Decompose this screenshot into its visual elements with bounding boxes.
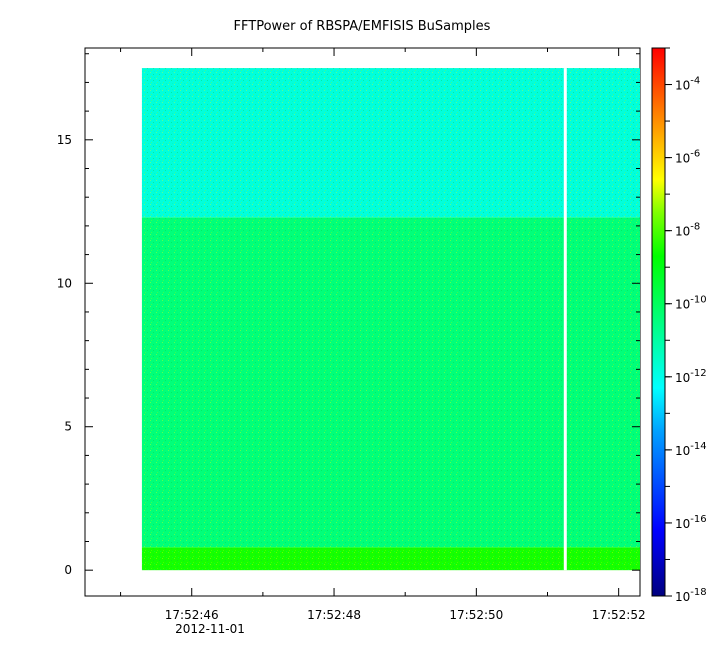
y-tick-label: 5: [64, 420, 72, 434]
colorbar: 10-4 10-6 10-8 10-10 10-12 10-14 10-16 10-18: [651, 47, 707, 604]
spectrogram-texture: [141, 68, 640, 571]
colorbar-tick-label: 10-8: [675, 222, 700, 239]
plot-area: 17:52:46 17:52:48 17:52:50 17:52:52 0 5 10 15: [57, 47, 646, 622]
colorbar-tick-label: 10-18: [675, 587, 707, 604]
y-tick-label: 0: [64, 563, 72, 577]
colorbar-tick-label: 10-14: [675, 441, 707, 458]
x-date-label: 2012-11-01: [175, 622, 245, 636]
colorbar-tick-label: 10-4: [675, 76, 700, 93]
y-tick-label: 10: [57, 276, 72, 290]
x-tick-label: 17:52:52: [592, 608, 646, 622]
x-tick-label: 17:52:48: [307, 608, 361, 622]
colorbar-gradient: [651, 47, 666, 597]
chart-title: FFTPower of RBSPA/EMFISIS BuSamples: [234, 19, 491, 34]
data-gap: [563, 68, 567, 571]
x-axis: 17:52:46 17:52:48 17:52:50 17:52:52: [120, 48, 646, 622]
x-tick-label: 17:52:46: [165, 608, 219, 622]
colorbar-tick-label: 10-12: [675, 368, 707, 385]
colorbar-tick-label: 10-10: [675, 295, 707, 312]
colorbar-ticks: 10-4 10-6 10-8 10-10 10-12 10-14 10-16 10-18: [665, 47, 707, 604]
y-tick-label: 15: [57, 133, 72, 147]
y-axis: 0 5 10 15: [57, 53, 640, 577]
colorbar-tick-label: 10-16: [675, 514, 707, 531]
colorbar-tick-label: 10-6: [675, 149, 700, 166]
x-tick-label: 17:52:50: [449, 608, 503, 622]
